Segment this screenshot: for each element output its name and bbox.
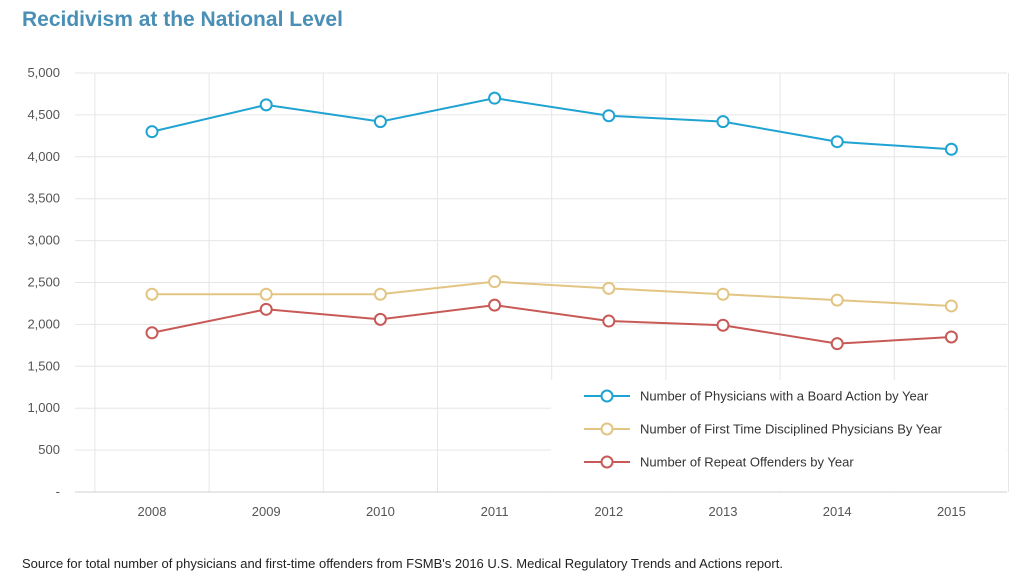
series-lines	[145, 91, 958, 351]
y-tick-label: 2,500	[27, 275, 60, 290]
data-point	[602, 109, 616, 123]
data-point	[602, 281, 616, 295]
y-tick-label: 3,000	[27, 233, 60, 248]
data-point	[602, 314, 616, 328]
x-tick-label: 2009	[252, 504, 281, 519]
chart-title: Recidivism at the National Level	[22, 8, 343, 31]
x-tick-label: 2008	[138, 504, 167, 519]
data-point	[259, 302, 273, 316]
legend-swatch-marker	[600, 455, 614, 469]
y-tick-label: 1,000	[27, 400, 60, 415]
data-point	[488, 91, 502, 105]
data-point	[830, 337, 844, 351]
data-point	[944, 299, 958, 313]
data-point	[145, 125, 159, 139]
y-tick-label: 2,000	[27, 316, 60, 331]
legend-box	[551, 380, 1006, 491]
data-point	[488, 275, 502, 289]
data-point	[145, 287, 159, 301]
y-tick-label: -	[56, 484, 60, 499]
legend-label: Number of Physicians with a Board Action…	[640, 389, 929, 404]
data-point	[716, 115, 730, 129]
data-point	[488, 298, 502, 312]
x-tick-label: 2015	[937, 504, 966, 519]
y-tick-label: 3,500	[27, 191, 60, 206]
data-point	[259, 98, 273, 112]
x-tick-label: 2011	[481, 504, 509, 519]
data-point	[716, 318, 730, 332]
data-point	[944, 330, 958, 344]
legend-label: Number of First Time Disciplined Physici…	[640, 422, 943, 437]
data-point	[373, 312, 387, 326]
data-point	[259, 287, 273, 301]
legend-swatch-marker	[600, 422, 614, 436]
legend-label: Number of Repeat Offenders by Year	[640, 455, 854, 470]
y-tick-label: 5,000	[27, 65, 60, 80]
x-tick-label: 2012	[594, 504, 623, 519]
source-note: Source for total number of physicians an…	[22, 556, 783, 571]
data-point	[830, 293, 844, 307]
legend-swatch-marker	[600, 389, 614, 403]
data-point	[145, 326, 159, 340]
x-tick-label: 2013	[709, 504, 738, 519]
data-point	[944, 142, 958, 156]
legend: Number of Physicians with a Board Action…	[584, 389, 943, 470]
data-point	[830, 135, 844, 149]
y-tick-label: 500	[38, 442, 60, 457]
y-tick-label: 1,500	[27, 358, 60, 373]
legend-background	[551, 380, 1006, 491]
axes: - 500 1,000 1,500 2,000 2,500 3,000 3,500 4,000 4…	[27, 65, 1007, 519]
series-line	[151, 304, 952, 345]
x-tick-label: 2014	[823, 504, 852, 519]
data-point	[373, 115, 387, 129]
series-line	[151, 97, 952, 151]
series-line	[152, 280, 952, 307]
data-point	[373, 287, 387, 301]
y-tick-label: 4,500	[27, 107, 60, 122]
data-point	[716, 287, 730, 301]
y-tick-label: 4,000	[27, 149, 60, 164]
x-tick-label: 2010	[366, 504, 395, 519]
